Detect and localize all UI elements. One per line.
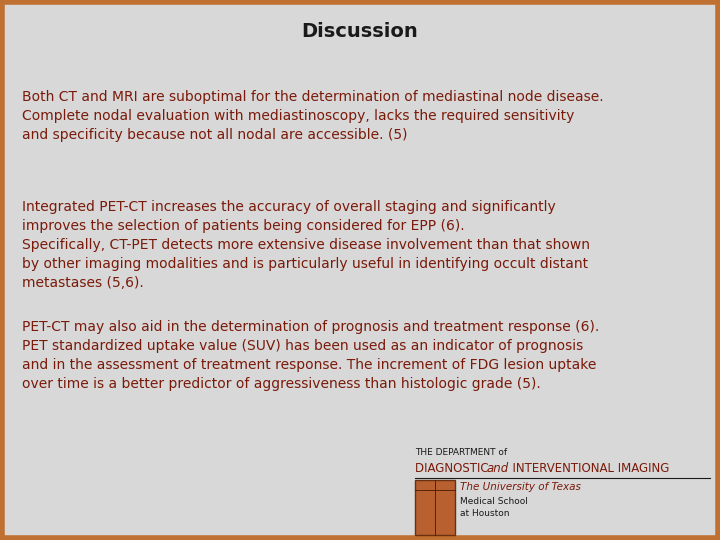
Text: Integrated PET-CT increases the accuracy of overall staging and significantly
im: Integrated PET-CT increases the accuracy… (22, 200, 590, 290)
Text: and: and (487, 462, 509, 475)
Text: The University of Texas: The University of Texas (460, 482, 581, 492)
Text: Both CT and MRI are suboptimal for the determination of mediastinal node disease: Both CT and MRI are suboptimal for the d… (22, 90, 603, 142)
Text: PET-CT may also aid in the determination of prognosis and treatment response (6): PET-CT may also aid in the determination… (22, 320, 599, 391)
Bar (415, 480, 455, 535)
Text: THE DEPARTMENT of: THE DEPARTMENT of (415, 448, 507, 457)
Text: INTERVENTIONAL IMAGING: INTERVENTIONAL IMAGING (505, 462, 670, 475)
Text: Medical School: Medical School (460, 497, 528, 506)
Text: Discussion: Discussion (302, 22, 418, 41)
Text: at Houston: at Houston (460, 509, 510, 518)
Text: DIAGNOSTIC: DIAGNOSTIC (415, 462, 492, 475)
